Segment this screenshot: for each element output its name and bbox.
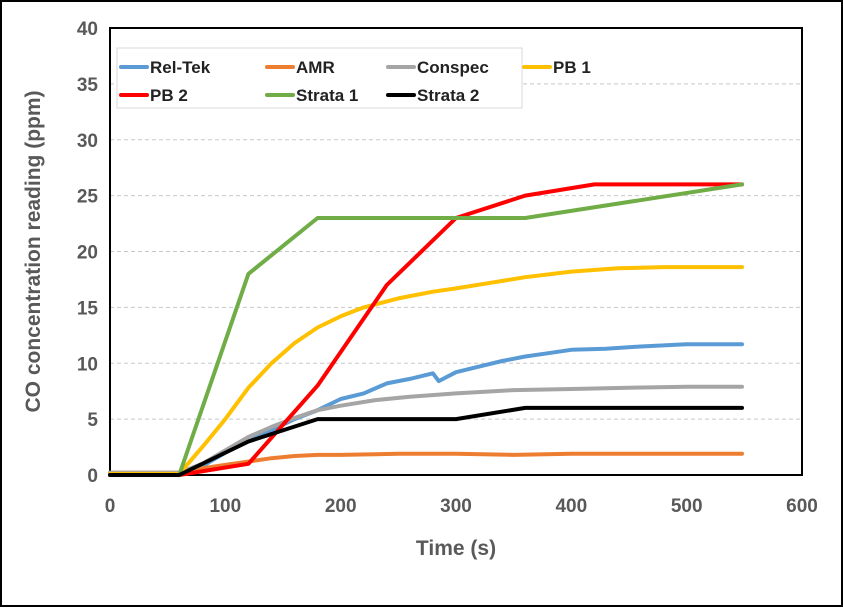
legend-box bbox=[116, 47, 523, 109]
legend-label-rel-tek: Rel-Tek bbox=[150, 58, 211, 77]
legend-label-strata-1: Strata 1 bbox=[296, 86, 358, 105]
x-tick-label: 300 bbox=[440, 496, 472, 517]
series-line-pb-2 bbox=[108, 182, 744, 477]
plot-area-border bbox=[109, 27, 803, 476]
y-tick-label: 40 bbox=[77, 19, 98, 40]
x-tick-label: 100 bbox=[209, 496, 241, 517]
x-tick-label: 500 bbox=[671, 496, 703, 517]
y-axis-title: CO concentration reading (ppm) bbox=[22, 90, 45, 412]
series-line-amr bbox=[108, 451, 744, 475]
axis-tick-labels: 0 100 200 300 400 500 600 0 5 10 15 20 25 30 35 40 bbox=[77, 19, 818, 517]
x-tick-label: 0 bbox=[105, 496, 116, 517]
legend: Rel-Tek AMR Conspec PB 1 PB 2 Strata 1 Strata … bbox=[116, 47, 591, 109]
x-tick-label: 200 bbox=[325, 496, 357, 517]
legend-label-conspec: Conspec bbox=[417, 58, 489, 77]
series-lines bbox=[108, 182, 744, 477]
series-line-pb-1 bbox=[108, 265, 744, 476]
y-tick-label: 25 bbox=[77, 187, 99, 208]
x-tick-label: 400 bbox=[555, 496, 587, 517]
legend-label-pb-1: PB 1 bbox=[553, 58, 591, 77]
series-line-strata-2 bbox=[108, 405, 744, 477]
y-tick-label: 10 bbox=[77, 354, 98, 375]
x-axis-title: Time (s) bbox=[416, 537, 496, 560]
y-tick-label: 30 bbox=[77, 131, 98, 152]
y-tick-label: 0 bbox=[87, 466, 98, 487]
y-tick-label: 15 bbox=[77, 298, 99, 319]
y-tick-label: 5 bbox=[87, 410, 98, 431]
y-tick-label: 20 bbox=[77, 243, 98, 264]
x-tick-label: 600 bbox=[786, 496, 818, 517]
legend-label-pb-2: PB 2 bbox=[150, 86, 188, 105]
legend-label-strata-2: Strata 2 bbox=[417, 86, 479, 105]
legend-label-amr: AMR bbox=[296, 58, 335, 77]
y-tick-label: 35 bbox=[77, 75, 99, 96]
